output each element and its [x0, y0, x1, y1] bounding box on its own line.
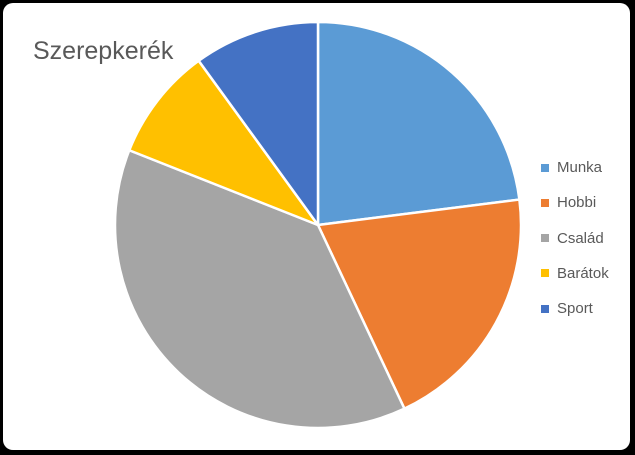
- legend: Munka Hobbi Család Barátok Sport: [541, 150, 629, 326]
- pie-slice-sport: [197, 20, 320, 227]
- legend-item: Munka: [541, 150, 629, 185]
- legend-swatch: [541, 163, 549, 172]
- legend-swatch: [541, 198, 549, 207]
- pie-slice-hobbi: [316, 198, 523, 410]
- legend-swatch: [541, 304, 549, 313]
- legend-item: Barátok: [541, 256, 629, 291]
- chart-area: Szerepkerék Munka Hobbi Család Barátok Sport: [3, 3, 630, 450]
- legend-item: Sport: [541, 291, 629, 326]
- chart-title: Szerepkerék: [33, 37, 174, 65]
- legend-item: Család: [541, 221, 629, 256]
- legend-label: Munka: [557, 159, 603, 177]
- legend-label: Barátok: [557, 264, 609, 282]
- pie-plot: [113, 20, 523, 430]
- pie-slice-család: [113, 149, 406, 430]
- legend-label: Sport: [557, 300, 593, 318]
- pie-slice-munka: [316, 20, 521, 227]
- pie-slice-barátok: [128, 59, 320, 227]
- legend-swatch: [541, 234, 549, 243]
- legend-label: Hobbi: [557, 194, 597, 212]
- legend-swatch: [541, 269, 549, 278]
- legend-label: Család: [557, 229, 604, 247]
- legend-item: Hobbi: [541, 185, 629, 220]
